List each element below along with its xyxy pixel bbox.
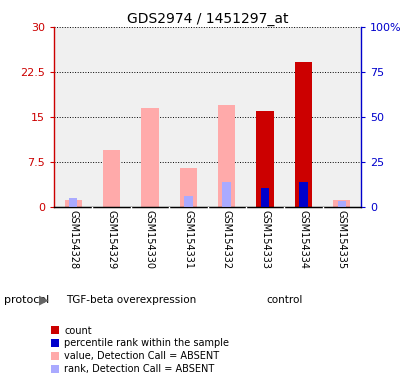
- Bar: [103, 150, 120, 207]
- Bar: [64, 200, 82, 207]
- Text: control: control: [266, 295, 303, 305]
- Text: GSM154332: GSM154332: [222, 210, 232, 269]
- Bar: [261, 189, 269, 207]
- Bar: [69, 198, 77, 207]
- Bar: [295, 62, 312, 207]
- Bar: [141, 108, 159, 207]
- Text: GSM154335: GSM154335: [337, 210, 347, 269]
- Text: protocol: protocol: [4, 295, 49, 305]
- Bar: [180, 168, 197, 207]
- Text: GDS2974 / 1451297_at: GDS2974 / 1451297_at: [127, 12, 288, 25]
- Bar: [338, 200, 346, 207]
- Text: GSM154328: GSM154328: [68, 210, 78, 269]
- Bar: [333, 200, 351, 207]
- Bar: [218, 105, 235, 207]
- Text: TGF-beta overexpression: TGF-beta overexpression: [66, 295, 196, 305]
- Bar: [299, 182, 308, 207]
- Text: GSM154333: GSM154333: [260, 210, 270, 269]
- Text: GSM154330: GSM154330: [145, 210, 155, 269]
- Text: ▶: ▶: [39, 293, 49, 306]
- Text: GSM154331: GSM154331: [183, 210, 193, 269]
- Bar: [256, 111, 274, 207]
- Text: GSM154329: GSM154329: [107, 210, 117, 269]
- Bar: [184, 195, 193, 207]
- Text: GSM154334: GSM154334: [298, 210, 308, 269]
- Legend: count, percentile rank within the sample, value, Detection Call = ABSENT, rank, : count, percentile rank within the sample…: [51, 326, 229, 374]
- Bar: [222, 182, 231, 207]
